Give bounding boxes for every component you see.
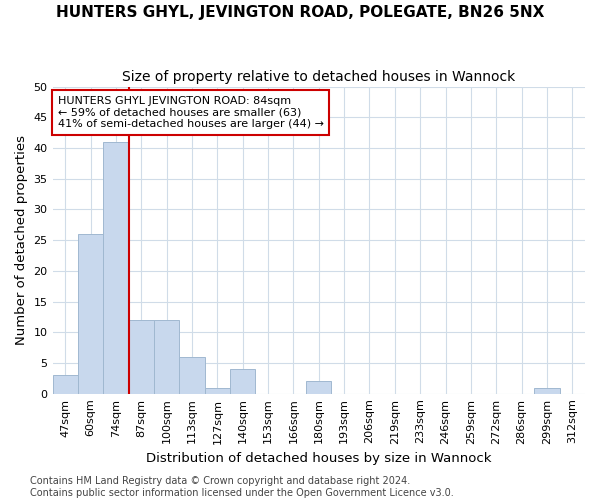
Bar	[128, 320, 154, 394]
Y-axis label: Number of detached properties: Number of detached properties	[15, 135, 28, 345]
Bar	[205, 388, 230, 394]
Title: Size of property relative to detached houses in Wannock: Size of property relative to detached ho…	[122, 70, 515, 84]
Bar	[230, 369, 256, 394]
Text: HUNTERS GHYL, JEVINGTON ROAD, POLEGATE, BN26 5NX: HUNTERS GHYL, JEVINGTON ROAD, POLEGATE, …	[56, 5, 544, 20]
Bar	[78, 234, 103, 394]
Bar	[103, 142, 128, 394]
Bar	[534, 388, 560, 394]
Bar	[306, 382, 331, 394]
Bar	[53, 376, 78, 394]
Text: Contains HM Land Registry data © Crown copyright and database right 2024.
Contai: Contains HM Land Registry data © Crown c…	[30, 476, 454, 498]
Bar	[179, 357, 205, 394]
X-axis label: Distribution of detached houses by size in Wannock: Distribution of detached houses by size …	[146, 452, 491, 465]
Bar	[154, 320, 179, 394]
Text: HUNTERS GHYL JEVINGTON ROAD: 84sqm
← 59% of detached houses are smaller (63)
41%: HUNTERS GHYL JEVINGTON ROAD: 84sqm ← 59%…	[58, 96, 324, 129]
